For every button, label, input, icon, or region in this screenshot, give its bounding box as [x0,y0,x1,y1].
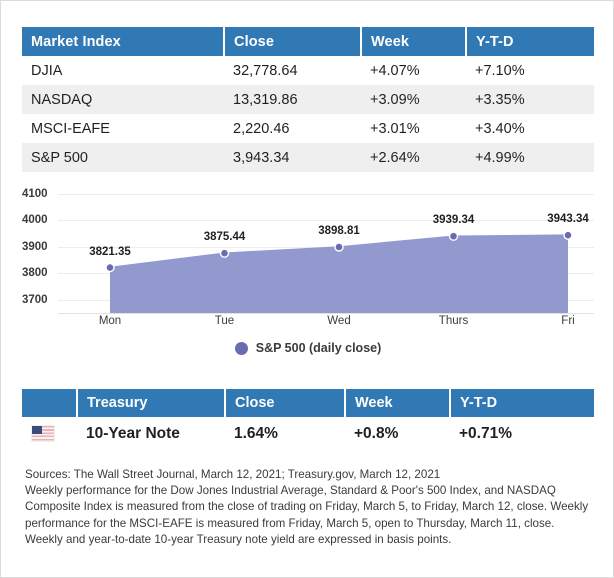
chart-x-tick-label: Tue [214,315,235,327]
table-row: NASDAQ 13,319.86 +3.09% +3.35% [22,85,594,114]
treasury-table: Treasury Close Week Y-T-D 10-Year Note 1… [22,389,594,451]
chart-y-tick-label: 3900 [22,240,48,253]
chart-data-point [105,262,115,273]
footnote-sources: Sources: The Wall Street Journal, March … [25,468,441,481]
flag-canton [32,426,42,435]
chart-x-tick-label: Fri [561,315,575,327]
chart-y-tick-label: 4100 [22,187,48,200]
table-row: 10-Year Note 1.64% +0.8% +0.71% [22,417,594,451]
treasury-table-header-ytd: Y-T-D [450,389,594,417]
market-row-close: 2,220.46 [224,114,361,143]
table-row: DJIA 32,778.64 +4.07% +7.10% [22,56,594,85]
chart-x-tick-label: Wed [327,315,351,327]
treasury-table-header-week: Week [345,389,451,417]
treasury-row-ytd: +0.71% [450,417,594,451]
table-row: MSCI-EAFE 2,220.46 +3.01% +3.40% [22,114,594,143]
treasury-row-name: 10-Year Note [77,417,225,451]
chart-data-point [334,242,344,252]
treasury-row-week: +0.8% [345,417,450,451]
market-row-close: 32,778.64 [224,56,361,85]
chart-x-tick-label: Thurs [438,315,469,327]
chart-data-point [563,230,573,240]
market-row-name: S&P 500 [22,143,224,172]
chart-gridline [58,220,594,222]
chart-legend: S&P 500 (daily close) [22,341,594,355]
market-row-ytd: +7.10% [466,56,594,85]
chart-point-label: 3939.34 [432,214,475,227]
market-row-ytd: +4.99% [466,143,594,172]
treasury-row-close: 1.64% [225,417,345,451]
chart-y-tick-label: 3700 [22,293,48,306]
market-row-week: +2.64% [361,143,466,172]
treasury-row-flag-cell [22,417,77,451]
market-row-week: +3.09% [361,85,466,114]
chart-baseline [58,313,594,314]
table-row: S&P 500 3,943.34 +2.64% +4.99% [22,143,594,172]
chart-x-tick-label: Mon [98,315,122,327]
chart-point-label: 3821.35 [89,245,131,258]
market-row-name: DJIA [22,56,224,85]
market-row-close: 13,319.86 [224,85,361,114]
market-table-header-ytd: Y-T-D [466,27,594,56]
market-row-week: +3.01% [361,114,466,143]
chart-point-label: 3875.44 [203,231,246,244]
treasury-table-header-row: Treasury Close Week Y-T-D [22,389,594,417]
footnote-block: Sources: The Wall Street Journal, March … [25,467,591,548]
market-row-name: NASDAQ [22,85,224,114]
footnote-methodology: Weekly performance for the Dow Jones Ind… [25,484,589,546]
us-flag-icon [31,425,55,443]
market-row-close: 3,943.34 [224,143,361,172]
chart-plot-area: 4100 4000 3900 3800 3700 3821.35 3875.44 3898.… [22,183,594,327]
chart-y-tick-label: 3800 [22,267,48,280]
legend-label: S&P 500 (daily close) [255,341,382,355]
market-table-header-close: Close [224,27,362,56]
market-row-name: MSCI-EAFE [22,114,224,143]
chart-data-point [219,248,230,258]
legend-marker-icon [234,341,248,355]
market-table-header-row: Market Index Close Week Y-T-D [22,27,594,56]
treasury-table-header-flag [22,389,78,417]
chart-y-tick-label: 4000 [22,214,48,227]
chart-point-label: 3943.34 [547,213,589,226]
market-table-header-week: Week [361,27,467,56]
chart-gridline [58,193,594,195]
treasury-table-header-treasury: Treasury [77,389,226,417]
market-index-table: Market Index Close Week Y-T-D DJIA 32,77… [22,27,594,172]
market-row-week: +4.07% [361,56,466,85]
chart-series-svg [105,230,573,313]
market-row-ytd: +3.35% [466,85,594,114]
treasury-table-header-close: Close [225,389,346,417]
market-row-ytd: +3.40% [466,114,594,143]
market-table-header-index: Market Index [22,27,225,56]
chart-data-point [448,231,459,241]
chart-point-label: 3898.81 [318,224,360,237]
sp500-area-chart: 4100 4000 3900 3800 3700 3821.35 3875.44 3898.… [22,183,594,363]
